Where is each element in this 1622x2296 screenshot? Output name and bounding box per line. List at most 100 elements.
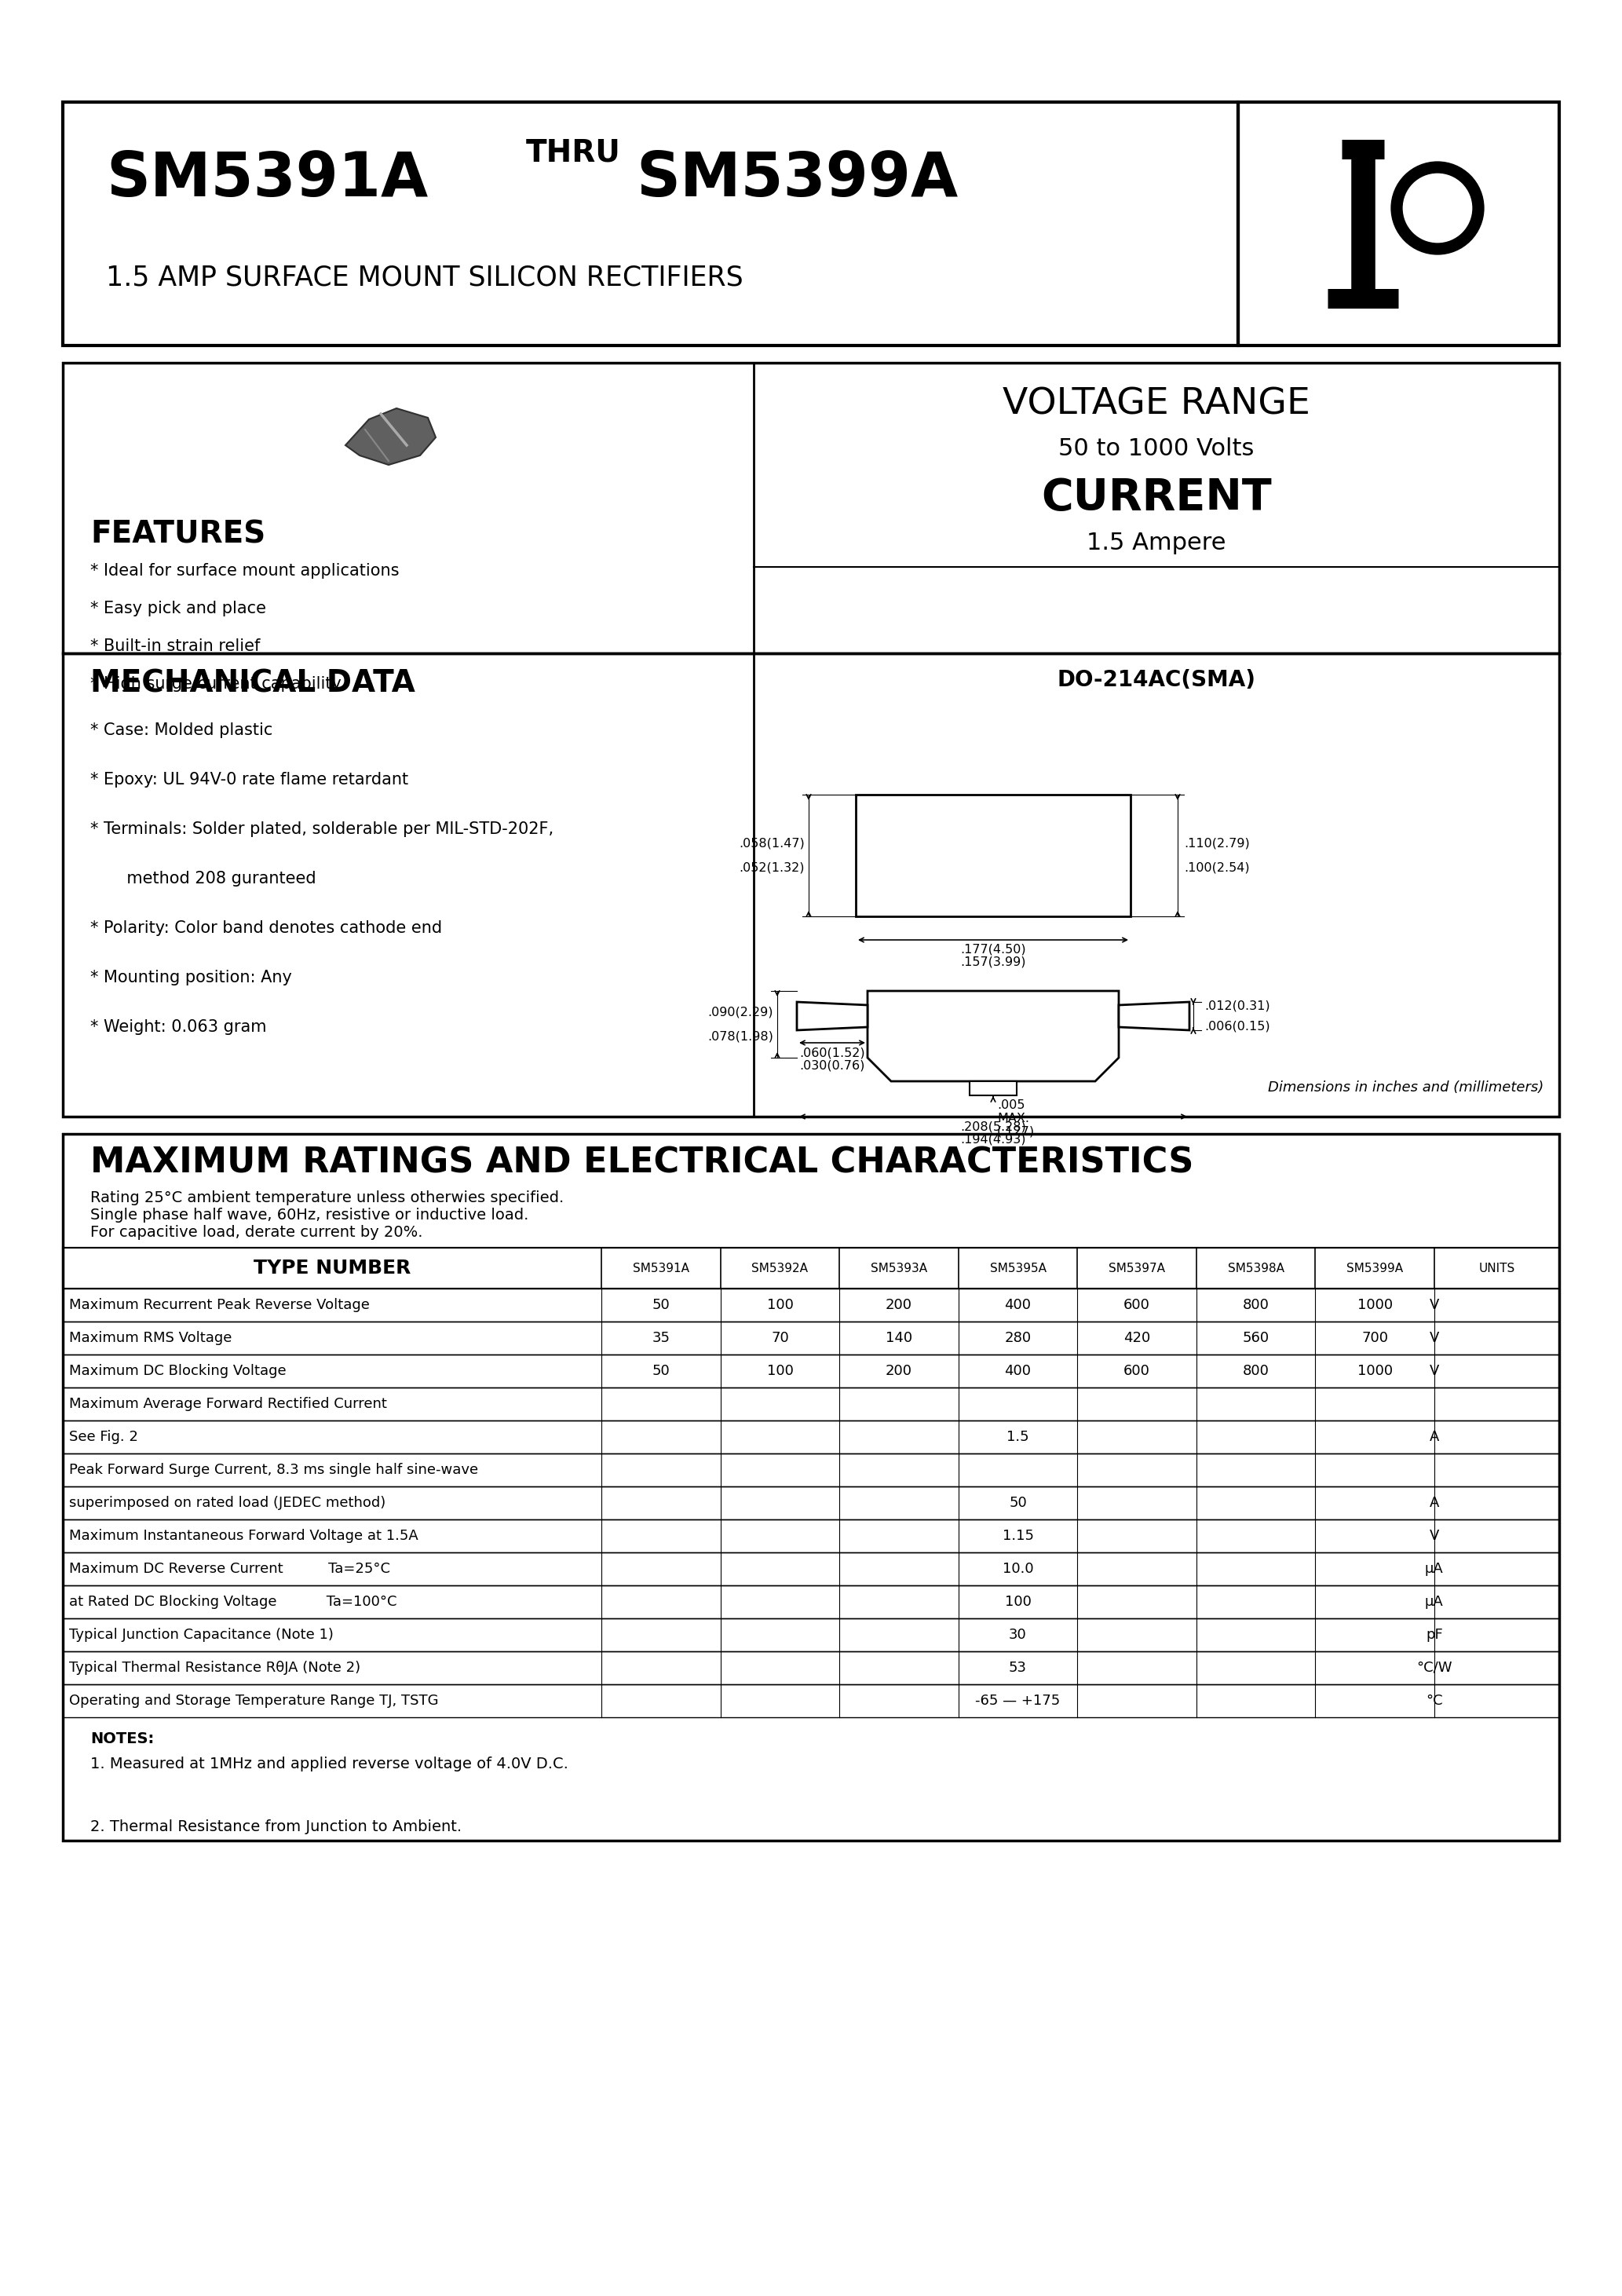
Text: 420: 420	[1124, 1332, 1150, 1345]
Text: 560: 560	[1242, 1332, 1268, 1345]
Text: * High surge current capability: * High surge current capability	[91, 675, 341, 691]
Text: .078(1.98): .078(1.98)	[707, 1031, 774, 1042]
Text: 400: 400	[1004, 1364, 1032, 1378]
Text: method 208 guranteed: method 208 guranteed	[91, 870, 316, 886]
Text: 50: 50	[652, 1297, 670, 1311]
Text: Maximum Recurrent Peak Reverse Voltage: Maximum Recurrent Peak Reverse Voltage	[70, 1297, 370, 1311]
Bar	[63, 1387, 1559, 1421]
Text: (.127): (.127)	[998, 1125, 1035, 1137]
Text: * Built-in strain relief: * Built-in strain relief	[91, 638, 260, 654]
Text: THRU: THRU	[526, 138, 621, 168]
Text: 100: 100	[767, 1297, 793, 1311]
Text: .090(2.29): .090(2.29)	[707, 1006, 774, 1017]
Bar	[63, 1322, 1559, 1355]
Text: Maximum DC Reverse Current          Ta=25°C: Maximum DC Reverse Current Ta=25°C	[70, 1561, 391, 1575]
Text: 1.5: 1.5	[1007, 1430, 1028, 1444]
Text: 35: 35	[652, 1332, 670, 1345]
Text: Maximum Average Forward Rectified Current: Maximum Average Forward Rectified Curren…	[70, 1396, 388, 1412]
Text: .177(4.50): .177(4.50)	[960, 944, 1027, 955]
Text: * Case: Molded plastic: * Case: Molded plastic	[91, 723, 272, 737]
Text: .208(5.28): .208(5.28)	[960, 1120, 1027, 1132]
Polygon shape	[868, 992, 1119, 1081]
Bar	[970, 1081, 1017, 1095]
Text: 50 to 1000 Volts: 50 to 1000 Volts	[1059, 436, 1254, 459]
Text: V: V	[1429, 1297, 1439, 1311]
Text: 1.5 Ampere: 1.5 Ampere	[1087, 533, 1226, 553]
Bar	[63, 1651, 1559, 1685]
Bar	[63, 1584, 1559, 1619]
Text: 70: 70	[770, 1332, 788, 1345]
Text: Maximum Instantaneous Forward Voltage at 1.5A: Maximum Instantaneous Forward Voltage at…	[70, 1529, 418, 1543]
Bar	[63, 1685, 1559, 1717]
Text: °C: °C	[1426, 1694, 1442, 1708]
Text: SM5392A: SM5392A	[751, 1263, 808, 1274]
Text: 50: 50	[1009, 1497, 1027, 1511]
Text: SM5391A: SM5391A	[633, 1263, 689, 1274]
Text: V: V	[1429, 1332, 1439, 1345]
Text: SM5399A: SM5399A	[636, 149, 959, 209]
Text: 200: 200	[886, 1297, 912, 1311]
Text: .060(1.52): .060(1.52)	[800, 1047, 865, 1058]
Text: Operating and Storage Temperature Range TJ, TSTG: Operating and Storage Temperature Range …	[70, 1694, 438, 1708]
Text: 600: 600	[1124, 1364, 1150, 1378]
Text: See Fig. 2: See Fig. 2	[70, 1430, 138, 1444]
Bar	[63, 1288, 1559, 1322]
Text: SM5395A: SM5395A	[989, 1263, 1046, 1274]
Bar	[1238, 101, 1559, 344]
Text: .005: .005	[998, 1100, 1025, 1111]
Text: superimposed on rated load (JEDEC method): superimposed on rated load (JEDEC method…	[70, 1497, 386, 1511]
Text: Typical Thermal Resistance RθJA (Note 2): Typical Thermal Resistance RθJA (Note 2)	[70, 1660, 360, 1674]
Text: NOTES:: NOTES:	[91, 1731, 154, 1747]
Text: V: V	[1429, 1529, 1439, 1543]
Text: Peak Forward Surge Current, 8.3 ms single half sine-wave: Peak Forward Surge Current, 8.3 ms singl…	[70, 1463, 478, 1476]
Text: SM5398A: SM5398A	[1228, 1263, 1285, 1274]
Text: Single phase half wave, 60Hz, resistive or inductive load.: Single phase half wave, 60Hz, resistive …	[91, 1208, 529, 1221]
Bar	[63, 1134, 1559, 1841]
Text: * Ideal for surface mount applications: * Ideal for surface mount applications	[91, 563, 399, 579]
Text: pF: pF	[1426, 1628, 1444, 1642]
Polygon shape	[796, 1001, 868, 1031]
Text: Rating 25°C ambient temperature unless otherwies specified.: Rating 25°C ambient temperature unless o…	[91, 1189, 564, 1205]
Text: 10.0: 10.0	[1002, 1561, 1033, 1575]
Bar	[63, 1453, 1559, 1486]
Text: 800: 800	[1242, 1364, 1268, 1378]
Text: * Easy pick and place: * Easy pick and place	[91, 602, 266, 615]
Text: SM5397A: SM5397A	[1108, 1263, 1165, 1274]
Text: 1.5 AMP SURFACE MOUNT SILICON RECTIFIERS: 1.5 AMP SURFACE MOUNT SILICON RECTIFIERS	[105, 264, 743, 292]
Bar	[63, 1486, 1559, 1520]
Bar	[63, 1247, 1559, 1288]
Text: .110(2.79): .110(2.79)	[1184, 838, 1249, 850]
Text: 700: 700	[1361, 1332, 1388, 1345]
Text: A: A	[1429, 1430, 1439, 1444]
Text: Typical Junction Capacitance (Note 1): Typical Junction Capacitance (Note 1)	[70, 1628, 334, 1642]
Text: 1000: 1000	[1358, 1297, 1392, 1311]
Bar	[856, 794, 1131, 916]
Text: 1.15: 1.15	[1002, 1529, 1033, 1543]
Text: V: V	[1429, 1364, 1439, 1378]
Text: CURRENT: CURRENT	[1041, 478, 1272, 519]
Text: 30: 30	[1009, 1628, 1027, 1642]
Text: * Weight: 0.063 gram: * Weight: 0.063 gram	[91, 1019, 266, 1035]
Text: * Epoxy: UL 94V-0 rate flame retardant: * Epoxy: UL 94V-0 rate flame retardant	[91, 771, 409, 788]
Text: 400: 400	[1004, 1297, 1032, 1311]
Text: TYPE NUMBER: TYPE NUMBER	[253, 1258, 410, 1277]
Text: SM5393A: SM5393A	[871, 1263, 928, 1274]
Text: Dimensions in inches and (millimeters): Dimensions in inches and (millimeters)	[1268, 1081, 1544, 1095]
Text: .157(3.99): .157(3.99)	[960, 957, 1027, 969]
Text: 200: 200	[886, 1364, 912, 1378]
Polygon shape	[1119, 1001, 1189, 1031]
Text: * Terminals: Solder plated, solderable per MIL-STD-202F,: * Terminals: Solder plated, solderable p…	[91, 822, 553, 838]
Bar	[63, 1421, 1559, 1453]
Text: SM5391A: SM5391A	[105, 149, 428, 209]
Text: .100(2.54): .100(2.54)	[1184, 861, 1249, 872]
Bar	[63, 654, 1559, 1116]
Text: 100: 100	[767, 1364, 793, 1378]
Text: -65 — +175: -65 — +175	[975, 1694, 1061, 1708]
Text: MAX.: MAX.	[998, 1114, 1030, 1125]
Text: Maximum RMS Voltage: Maximum RMS Voltage	[70, 1332, 232, 1345]
Text: VOLTAGE RANGE: VOLTAGE RANGE	[1002, 386, 1311, 422]
Text: A: A	[1429, 1497, 1439, 1511]
Text: .194(4.93): .194(4.93)	[960, 1134, 1027, 1146]
Text: .012(0.31): .012(0.31)	[1204, 999, 1270, 1010]
Text: 1000: 1000	[1358, 1364, 1392, 1378]
